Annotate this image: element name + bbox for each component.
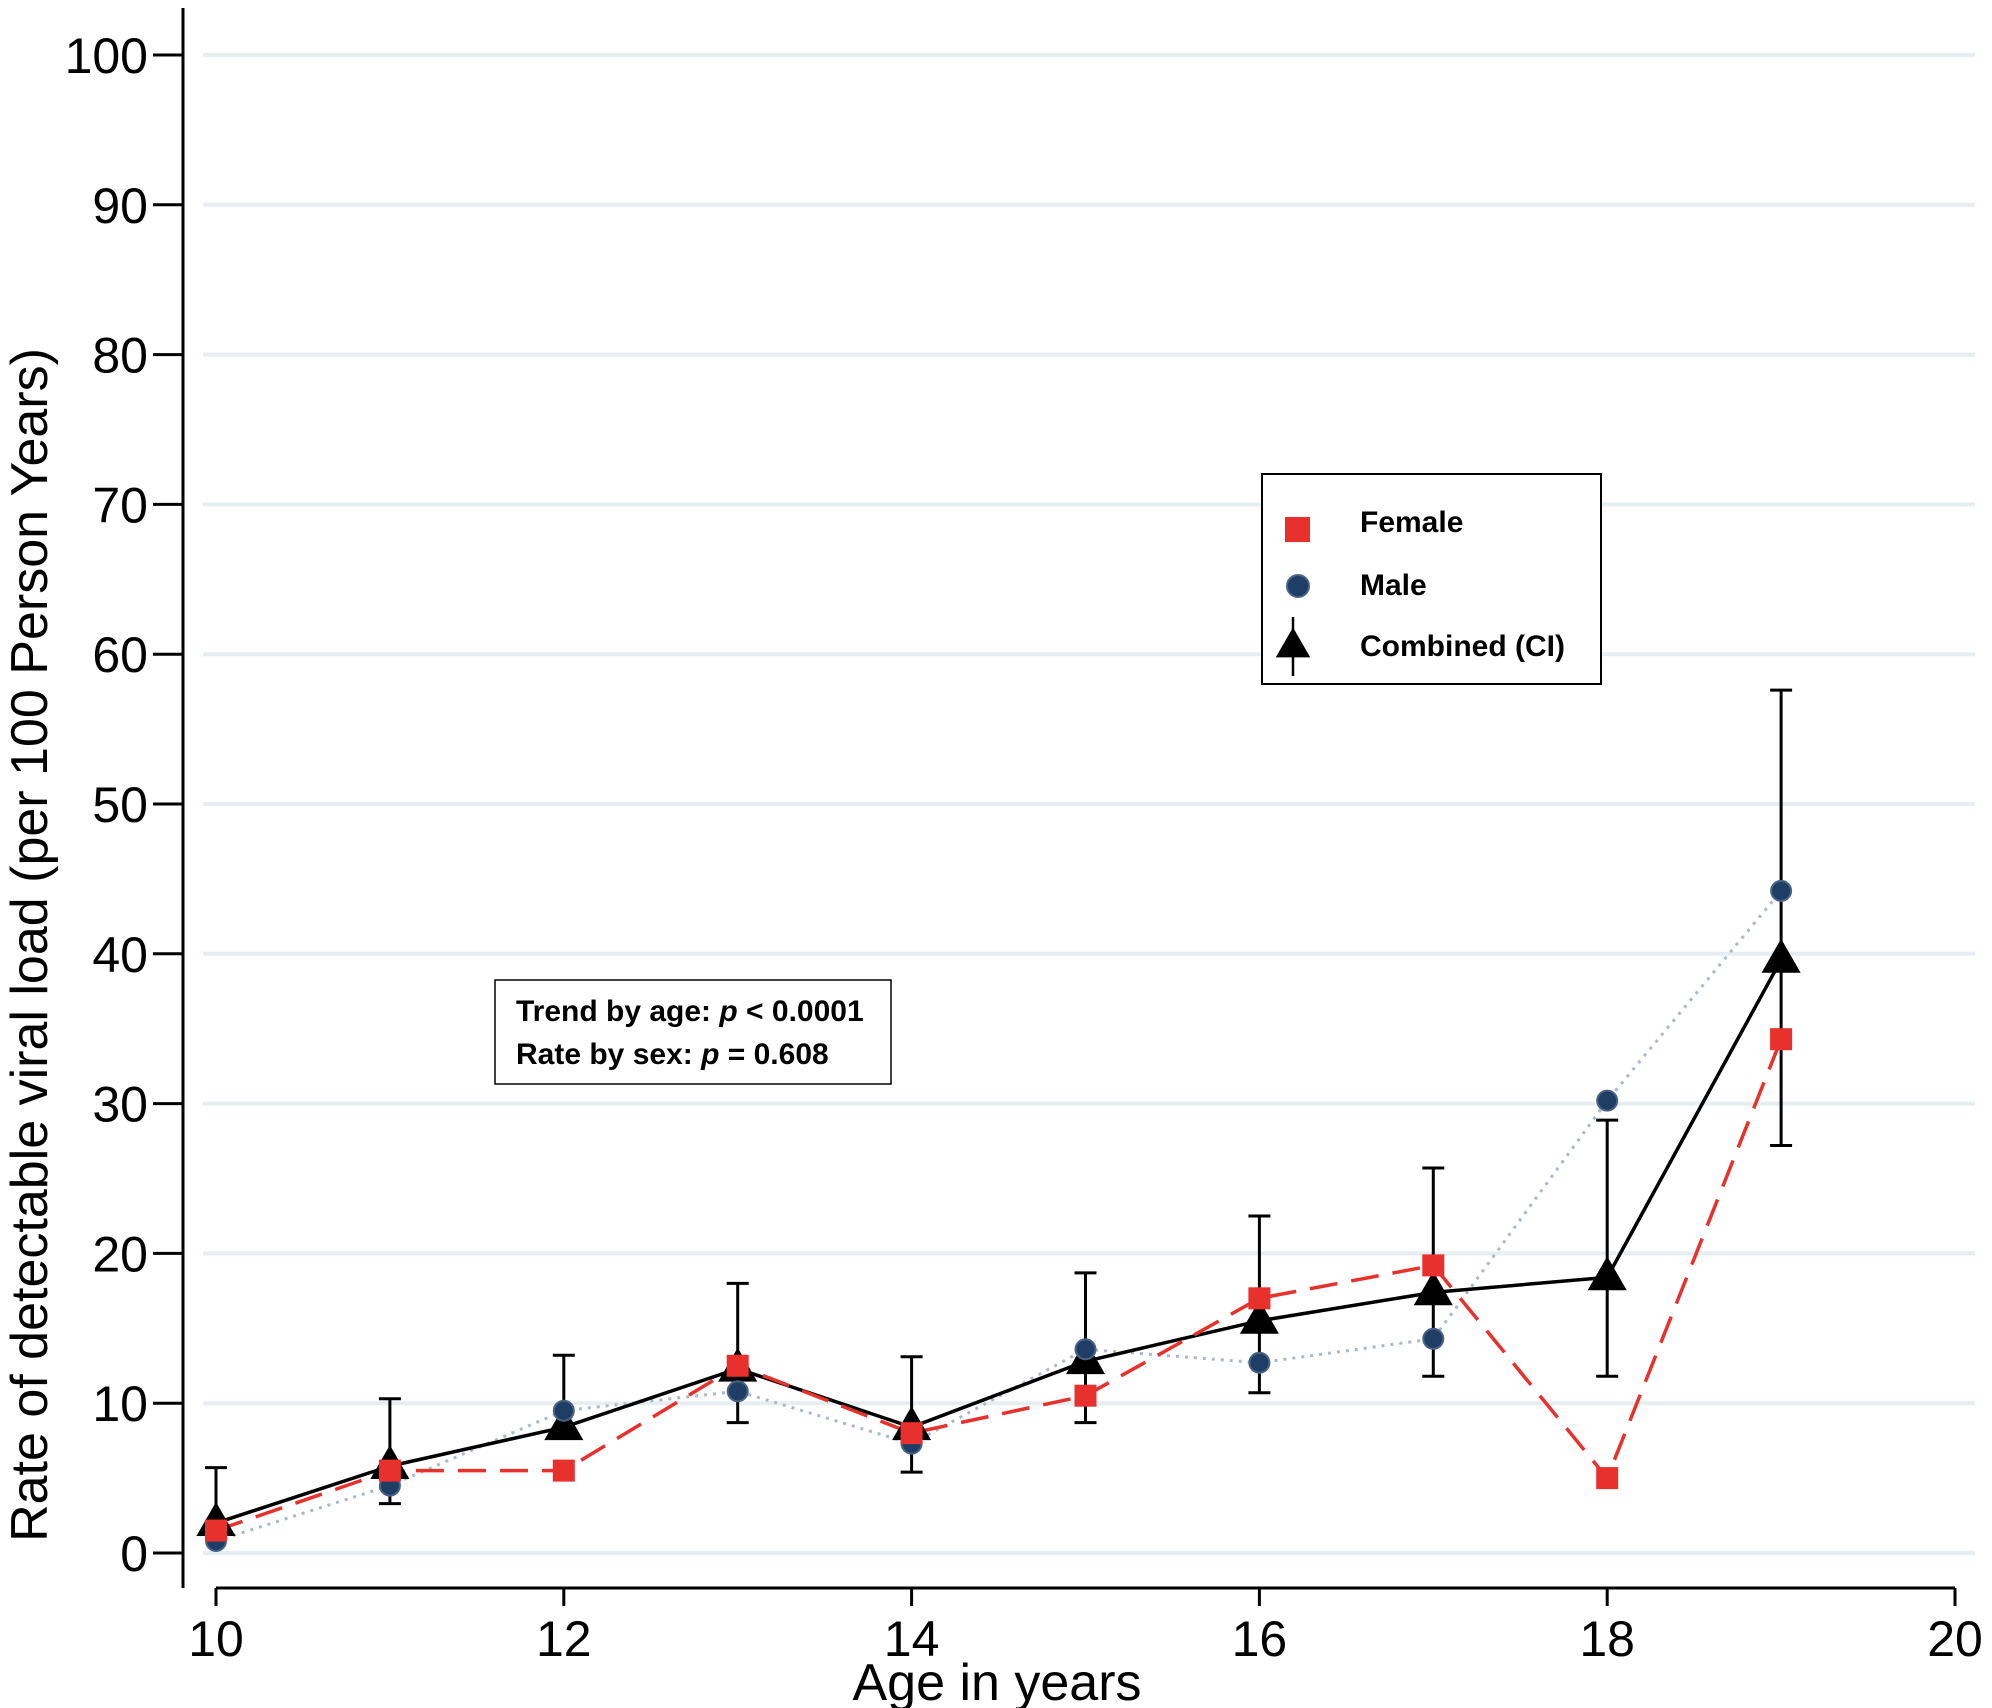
legend-combined-label: Combined (CI): [1360, 630, 1565, 663]
grid-lines: [203, 53, 1975, 1555]
legend-male-label: Male: [1360, 569, 1427, 602]
y-tick-label: 0: [120, 1526, 148, 1582]
x-tick-label: 10: [188, 1611, 244, 1667]
x-tick-label: 20: [1927, 1611, 1983, 1667]
combined-marker: [1587, 1256, 1627, 1291]
y-tick-label: 50: [92, 777, 148, 833]
y-tick-label: 70: [92, 477, 148, 533]
x-axis-title: Age in years: [852, 1654, 1141, 1708]
y-tick-label: 90: [92, 178, 148, 234]
y-axis-title: Rate of detectable viral load (per 100 P…: [1, 348, 59, 1542]
female-marker: [552, 1459, 575, 1482]
female-marker: [205, 1519, 227, 1542]
axes: 0 10 20 30 40 50 60 70 80 90 100 10 12 14 16 18 20: [65, 8, 1983, 1667]
female-marker: [726, 1354, 749, 1377]
combined-marker: [1239, 1299, 1279, 1334]
y-tick-label: 30: [92, 1077, 148, 1133]
x-tick-label: 18: [1579, 1611, 1635, 1667]
series-line-female: [215, 1038, 1783, 1533]
legend: Female Male Combined (CI): [1261, 473, 1602, 685]
legend-female-label: Female: [1360, 506, 1463, 539]
male-marker: [726, 1380, 749, 1403]
y-tick-label: 40: [92, 927, 148, 983]
y-tick-label: 10: [92, 1376, 148, 1432]
series-line-male: [215, 889, 1783, 1543]
female-marker: [378, 1459, 401, 1482]
annotation-trend-by-age: Trend by age: p < 0.0001: [516, 995, 864, 1028]
female-marker: [1248, 1287, 1271, 1310]
female-marker: [1770, 1028, 1793, 1051]
male-marker: [1422, 1327, 1445, 1350]
male-marker: [1770, 879, 1793, 902]
x-tick-label: 12: [536, 1611, 592, 1667]
annotation-box: Trend by age: p < 0.0001 Rate by sex: p =…: [494, 979, 892, 1085]
female-marker: [1596, 1467, 1619, 1490]
y-tick-label: 60: [92, 627, 148, 683]
combined-marker: [1413, 1271, 1453, 1306]
y-tick-label: 80: [92, 328, 148, 384]
legend-combined-marker: [1275, 627, 1311, 658]
male-marker: [1074, 1338, 1097, 1361]
series-line-combined: [215, 958, 1783, 1525]
legend-male-marker: [1286, 574, 1310, 598]
x-tick-label: 16: [1232, 1611, 1288, 1667]
y-tick-label: 20: [92, 1226, 148, 1282]
female-marker: [900, 1422, 923, 1445]
combined-marker: [544, 1406, 584, 1441]
male-marker: [552, 1399, 575, 1422]
confidence-intervals: [205, 688, 1793, 1524]
x-tick-label: 14: [884, 1611, 940, 1667]
combined-marker: [1761, 938, 1801, 973]
male-marker: [1596, 1089, 1619, 1112]
female-marker: [1074, 1384, 1097, 1407]
legend-box: [1261, 473, 1602, 685]
annotation-rate-by-sex: Rate by sex: p = 0.608: [516, 1038, 829, 1071]
female-marker: [1422, 1254, 1445, 1277]
legend-female-marker: [1285, 517, 1310, 542]
y-tick-label: 100: [65, 28, 148, 84]
series-markers: [196, 879, 1801, 1553]
annotation-frame: [494, 979, 892, 1085]
series-lines: [215, 889, 1783, 1543]
male-marker: [1248, 1351, 1271, 1374]
